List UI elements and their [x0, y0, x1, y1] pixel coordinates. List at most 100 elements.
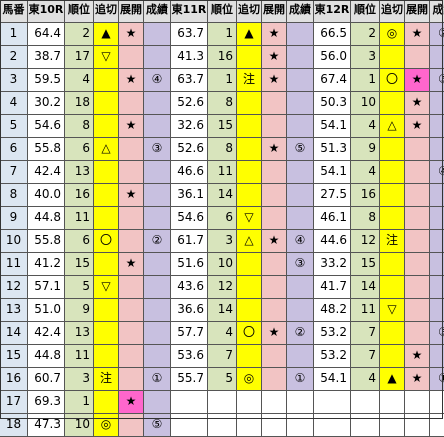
pursuit-mark	[380, 161, 405, 184]
column-header: 成績	[287, 0, 314, 23]
horse-number: 17	[0, 391, 28, 414]
empty-cell	[208, 391, 237, 414]
rank: 8	[351, 207, 380, 230]
rank: 15	[351, 253, 380, 276]
development-mark: ★	[119, 184, 144, 207]
score: 63.7	[171, 23, 208, 46]
rank: 11	[351, 299, 380, 322]
score: 51.3	[314, 138, 351, 161]
pursuit-mark: △	[237, 230, 262, 253]
development-mark: ★	[119, 69, 144, 92]
pursuit-mark: △	[94, 138, 119, 161]
empty-cell	[351, 391, 380, 414]
rank: 6	[65, 230, 94, 253]
rank: 5	[208, 368, 237, 391]
rank: 4	[208, 322, 237, 345]
development-mark: ★	[262, 230, 287, 253]
development-mark	[405, 138, 430, 161]
column-header: 展開	[119, 0, 144, 23]
score: 64.4	[28, 23, 65, 46]
pursuit-mark	[237, 299, 262, 322]
horse-number: 14	[0, 322, 28, 345]
column-header: 順位	[65, 0, 94, 23]
horse-number: 6	[0, 138, 28, 161]
score: 40.0	[28, 184, 65, 207]
empty-cell	[262, 391, 287, 414]
pursuit-mark	[237, 345, 262, 368]
pursuit-mark	[380, 322, 405, 345]
pursuit-mark: ▽	[94, 46, 119, 69]
horse-number: 10	[0, 230, 28, 253]
score: 42.4	[28, 322, 65, 345]
development-mark: ★	[262, 23, 287, 46]
horse-number: 8	[0, 184, 28, 207]
empty-cell	[314, 391, 351, 414]
pursuit-mark: ▽	[94, 276, 119, 299]
result: ⑤	[430, 69, 444, 92]
score: 36.1	[171, 184, 208, 207]
score: 30.2	[28, 92, 65, 115]
rank: 7	[351, 322, 380, 345]
pursuit-mark: 注	[237, 69, 262, 92]
pursuit-mark: 〇	[237, 322, 262, 345]
pursuit-mark	[94, 299, 119, 322]
pursuit-mark	[237, 276, 262, 299]
horse-number: 3	[0, 69, 28, 92]
rank: 5	[65, 276, 94, 299]
rank: 2	[351, 23, 380, 46]
score: 54.6	[171, 207, 208, 230]
result	[287, 69, 314, 92]
score: 52.6	[171, 92, 208, 115]
score: 51.0	[28, 299, 65, 322]
rank: 16	[65, 184, 94, 207]
rank: 10	[65, 414, 94, 437]
result	[144, 115, 171, 138]
pursuit-mark	[94, 391, 119, 414]
score: 66.5	[314, 23, 351, 46]
development-mark: ★	[405, 69, 430, 92]
result	[430, 299, 444, 322]
development-mark	[405, 230, 430, 253]
horse-number: 2	[0, 46, 28, 69]
development-mark	[119, 161, 144, 184]
empty-cell	[171, 391, 208, 414]
score: 42.4	[28, 161, 65, 184]
empty-cell	[208, 414, 237, 437]
column-header: 追切	[94, 0, 119, 23]
development-mark	[262, 184, 287, 207]
development-mark	[119, 368, 144, 391]
rank: 7	[351, 345, 380, 368]
score: 46.1	[314, 207, 351, 230]
result	[287, 161, 314, 184]
development-mark	[405, 46, 430, 69]
score: 53.6	[171, 345, 208, 368]
result: ⑤	[144, 414, 171, 437]
result: ②	[144, 230, 171, 253]
development-mark: ★	[405, 92, 430, 115]
rank: 1	[208, 69, 237, 92]
column-header: 成績	[144, 0, 171, 23]
development-mark	[262, 345, 287, 368]
development-mark	[119, 299, 144, 322]
pursuit-mark: ◎	[237, 368, 262, 391]
result	[287, 92, 314, 115]
development-mark: ★	[405, 368, 430, 391]
result	[144, 276, 171, 299]
development-mark: ★	[262, 322, 287, 345]
horse-number: 4	[0, 92, 28, 115]
development-mark	[119, 92, 144, 115]
rank: 17	[65, 46, 94, 69]
horse-number: 13	[0, 299, 28, 322]
empty-cell	[380, 414, 405, 437]
horse-number: 12	[0, 276, 28, 299]
pursuit-mark	[94, 207, 119, 230]
result	[430, 253, 444, 276]
development-mark	[405, 276, 430, 299]
result	[430, 207, 444, 230]
development-mark: ★	[119, 253, 144, 276]
development-mark	[119, 46, 144, 69]
score: 54.1	[314, 115, 351, 138]
empty-cell	[287, 414, 314, 437]
rank: 8	[208, 138, 237, 161]
horse-number: 5	[0, 115, 28, 138]
